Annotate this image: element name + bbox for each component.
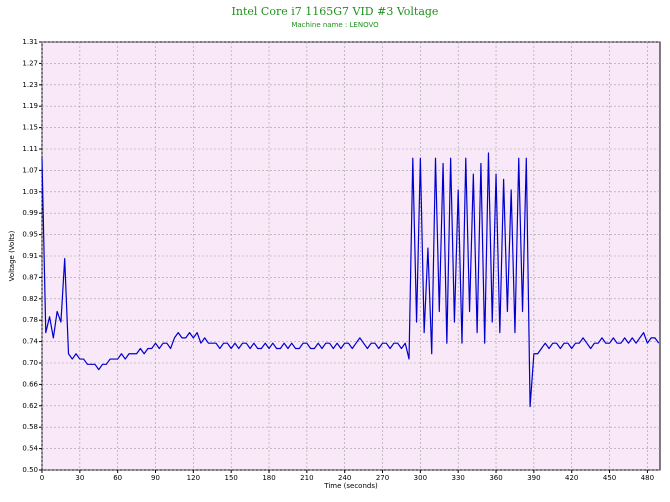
y-tick-label: 0.95	[22, 231, 38, 239]
x-tick-label: 240	[338, 474, 351, 482]
y-tick-label: 1.03	[22, 188, 38, 196]
x-tick-label: 360	[489, 474, 502, 482]
y-tick-label: 0.87	[22, 273, 38, 281]
x-tick-label: 480	[641, 474, 654, 482]
x-tick-label: 330	[452, 474, 465, 482]
y-axis-label: Voltage (Volts)	[8, 230, 16, 281]
y-tick-label: 1.15	[22, 124, 38, 132]
y-tick-label: 0.66	[22, 380, 38, 388]
y-tick-label: 1.11	[22, 145, 38, 153]
chart-subtitle: Machine name : LENOVO	[291, 21, 379, 29]
y-tick-label: 1.27	[22, 59, 38, 67]
data-line	[41, 152, 660, 408]
y-tick-label: 1.07	[22, 166, 38, 174]
x-tick-label: 180	[262, 474, 275, 482]
y-tick-label: 0.82	[22, 295, 38, 303]
x-tick-label: 150	[224, 474, 237, 482]
y-tick-label: 0.78	[22, 316, 38, 324]
y-tick-label: 0.70	[22, 359, 38, 367]
y-tick-label: 0.74	[22, 338, 38, 346]
x-tick-label: 420	[565, 474, 578, 482]
y-tick-label: 1.31	[22, 38, 38, 46]
x-tick-label: 450	[603, 474, 616, 482]
y-tick-label: 0.58	[22, 423, 38, 431]
x-tick-label: 210	[300, 474, 313, 482]
y-tick-label: 0.99	[22, 209, 38, 217]
chart-title: Intel Core i7 1165G7 VID #3 Voltage	[232, 5, 439, 18]
x-tick-label: 30	[75, 474, 84, 482]
y-tick-label: 1.19	[22, 102, 38, 110]
y-tick-label: 0.50	[22, 466, 38, 474]
y-tick-label: 0.91	[22, 252, 38, 260]
x-tick-label: 0	[40, 474, 44, 482]
x-tick-label: 90	[151, 474, 160, 482]
x-tick-label: 300	[414, 474, 427, 482]
y-tick-label: 0.54	[22, 445, 38, 453]
x-axis-label: Time (seconds)	[323, 482, 378, 490]
x-tick-label: 60	[113, 474, 122, 482]
x-tick-label: 390	[527, 474, 540, 482]
x-tick-label: 270	[376, 474, 389, 482]
y-tick-label: 0.62	[22, 402, 38, 410]
y-tick-label: 1.23	[22, 81, 38, 89]
x-tick-label: 120	[187, 474, 200, 482]
